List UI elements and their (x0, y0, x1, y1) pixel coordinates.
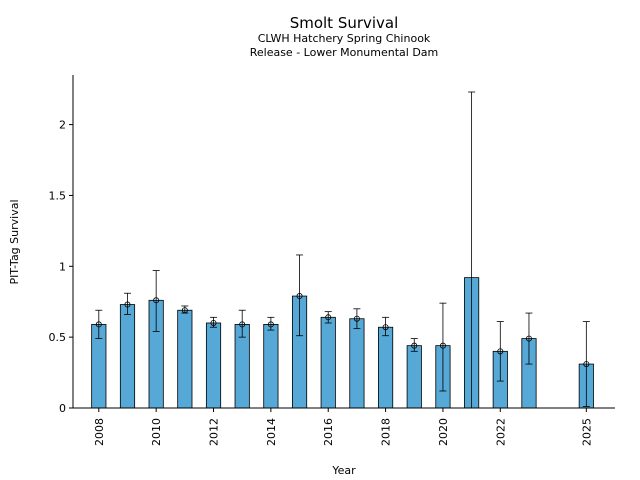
bar-2017 (349, 318, 365, 409)
chart-title: Smolt Survival (290, 14, 399, 32)
point-marker-2025 (583, 361, 590, 368)
point-marker-2018 (382, 324, 389, 331)
bar-2019 (406, 345, 422, 409)
point-marker-2008 (95, 321, 102, 328)
x-tick-label-3: 2014 (265, 418, 278, 446)
bar-2018 (378, 326, 394, 409)
y-tick-label-3: 1.5 (49, 189, 67, 202)
x-tick-label-2: 2012 (208, 418, 221, 446)
bar-2016 (320, 316, 336, 409)
point-marker-2019 (411, 342, 418, 349)
y-axis-label: PIT-Tag Survival (8, 199, 21, 284)
point-marker-2009 (124, 301, 131, 308)
point-marker-2011 (181, 307, 188, 314)
x-tick-label-5: 2018 (380, 418, 393, 446)
x-tick-label-1: 2010 (150, 418, 163, 446)
bar-2009 (119, 304, 136, 409)
point-marker-2016 (325, 314, 332, 321)
point-marker-2010 (153, 297, 160, 304)
x-tick-label-0: 2008 (93, 418, 106, 446)
chart-subtitle-line1: CLWH Hatchery Spring Chinook (258, 32, 431, 45)
x-tick-label-6: 2020 (437, 418, 450, 446)
x-tick-label-4: 2016 (322, 418, 335, 446)
bar-2014 (263, 323, 279, 409)
bar-2012 (205, 322, 222, 409)
x-tick-label-7: 2022 (494, 418, 507, 446)
point-marker-2022 (497, 348, 504, 355)
point-marker-2013 (239, 321, 246, 328)
point-marker-2014 (267, 321, 274, 328)
chart-subtitle-line2: Release - Lower Monumental Dam (250, 46, 439, 59)
x-tick-label-8: 2025 (580, 418, 593, 446)
point-marker-2023 (525, 335, 532, 342)
point-marker-2012 (210, 319, 217, 326)
point-marker-2017 (353, 315, 360, 322)
point-marker-2015 (296, 293, 303, 300)
y-tick-label-4: 2 (59, 119, 66, 132)
x-axis-label: Year (331, 464, 356, 477)
y-tick-label-2: 1 (59, 260, 66, 273)
plot-area: 0 0.5 1 1.5 2 2008 2010 2012 2014 2016 2018 2020 202… (49, 75, 615, 446)
y-tick-label-0: 0 (59, 402, 66, 415)
y-tick-label-1: 0.5 (49, 331, 67, 344)
bar-2011 (177, 309, 193, 409)
point-marker-2020 (439, 342, 446, 349)
